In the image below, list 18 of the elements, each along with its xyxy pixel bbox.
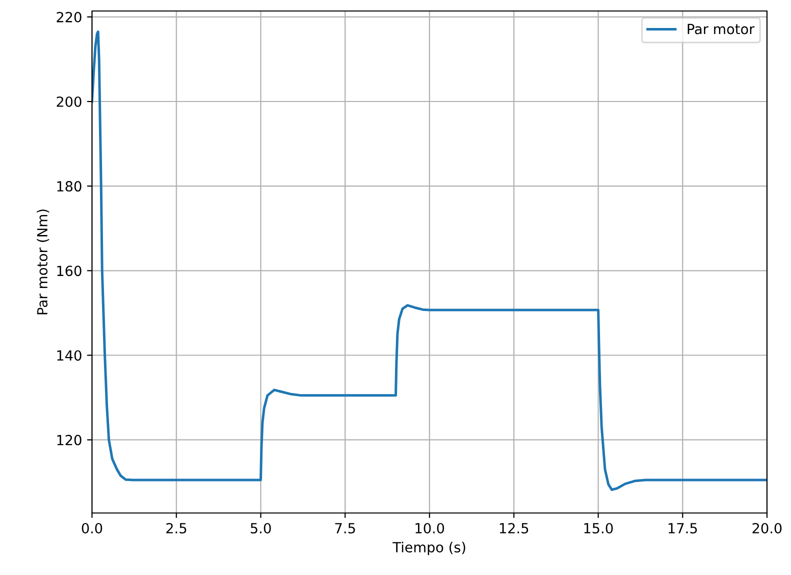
- y-tick-label: 160: [57, 266, 82, 276]
- x-tick-label: 2.5: [166, 522, 186, 534]
- y-tick-label: 180: [57, 181, 82, 192]
- x-axis-title: Tiempo (s): [392, 542, 466, 556]
- x-tick-label: 10.0: [416, 522, 444, 534]
- x-tick-label: 12.5: [500, 522, 528, 534]
- y-tick-label: 120: [57, 434, 82, 446]
- x-tick-label: 15.0: [584, 522, 613, 534]
- x-tick-label: 20.0: [752, 522, 782, 534]
- y-axis-title: Par motor (Nm): [36, 210, 50, 314]
- x-tick-label: 7.5: [335, 523, 355, 534]
- y-tick-label: 220: [56, 12, 82, 22]
- x-tick-label: 5.0: [250, 522, 271, 534]
- y-tick-label: 200: [56, 96, 82, 107]
- x-tick-label: 17.5: [668, 523, 697, 534]
- y-tick-label: 140: [57, 350, 82, 361]
- legend-label: Par motor: [688, 24, 754, 34]
- x-tick-label: 0.0: [82, 522, 102, 534]
